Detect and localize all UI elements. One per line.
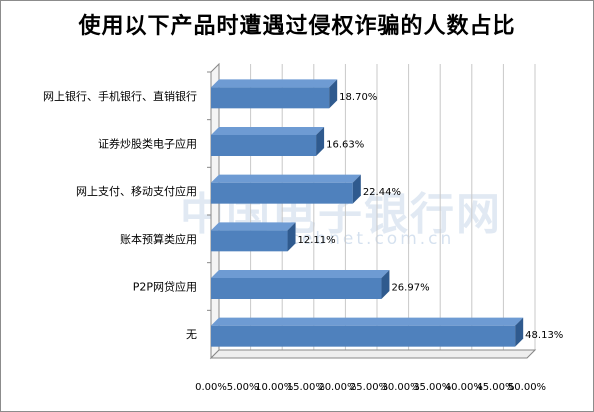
bar	[211, 222, 296, 252]
bar	[211, 270, 390, 299]
bar-top	[211, 222, 296, 231]
bar	[211, 317, 524, 347]
category-label: 证券炒股类电子应用	[98, 137, 197, 151]
bar-top	[211, 270, 390, 278]
data-label: 22.44%	[363, 187, 401, 198]
data-label: 26.97%	[391, 283, 429, 294]
bar-front	[211, 182, 353, 204]
x-tick-label: 0.00%	[195, 382, 227, 393]
x-tick-label: 15.00%	[287, 382, 325, 393]
category-label: 网上银行、手机银行、直销银行	[43, 89, 197, 103]
bar-side	[381, 270, 390, 299]
bar-layer	[211, 79, 524, 347]
bar-top	[211, 79, 338, 88]
data-label: 12.11%	[298, 235, 336, 246]
category-label: 无	[186, 328, 197, 341]
category-label: P2P网贷应用	[133, 280, 197, 294]
floor	[209, 349, 537, 359]
bar	[211, 174, 361, 204]
bar-front	[211, 278, 382, 299]
bar-side	[352, 174, 361, 204]
category-label: 账本预算类应用	[120, 232, 197, 246]
bar-side	[287, 222, 296, 252]
bar-front	[211, 87, 330, 109]
x-tick-label: 40.00%	[445, 382, 483, 393]
bar-front	[211, 325, 516, 347]
chart-title: 使用以下产品时遭遇过侵权诈骗的人数占比	[78, 13, 516, 39]
data-label: 48.13%	[525, 330, 563, 341]
bar-top	[211, 127, 325, 135]
data-label: 18.70%	[339, 92, 377, 103]
category-label: 网上支付、移动支付应用	[76, 184, 197, 198]
x-tick-label: 50.00%	[508, 382, 546, 393]
bar-top	[211, 174, 361, 183]
x-tick-label: 35.00%	[413, 382, 451, 393]
x-tick-label: 30.00%	[382, 382, 420, 393]
bar-front	[211, 135, 317, 156]
x-tick-label: 45.00%	[476, 382, 514, 393]
x-tick-label: 20.00%	[318, 382, 356, 393]
bar-side	[515, 317, 524, 347]
bar-top	[211, 317, 524, 326]
x-tick-label: 5.00%	[227, 382, 259, 393]
bar-side	[316, 127, 325, 156]
bar-front	[211, 230, 288, 252]
bar-side	[329, 79, 338, 109]
bar	[211, 79, 338, 109]
data-label: 16.63%	[326, 140, 364, 151]
x-tick-label: 25.00%	[350, 382, 388, 393]
label-layer: 0.00% 5.00%10.00%15.00%20.00%25.00%30.00%…	[43, 89, 563, 393]
bar	[211, 127, 325, 156]
x-tick-label: 10.00%	[255, 382, 293, 393]
